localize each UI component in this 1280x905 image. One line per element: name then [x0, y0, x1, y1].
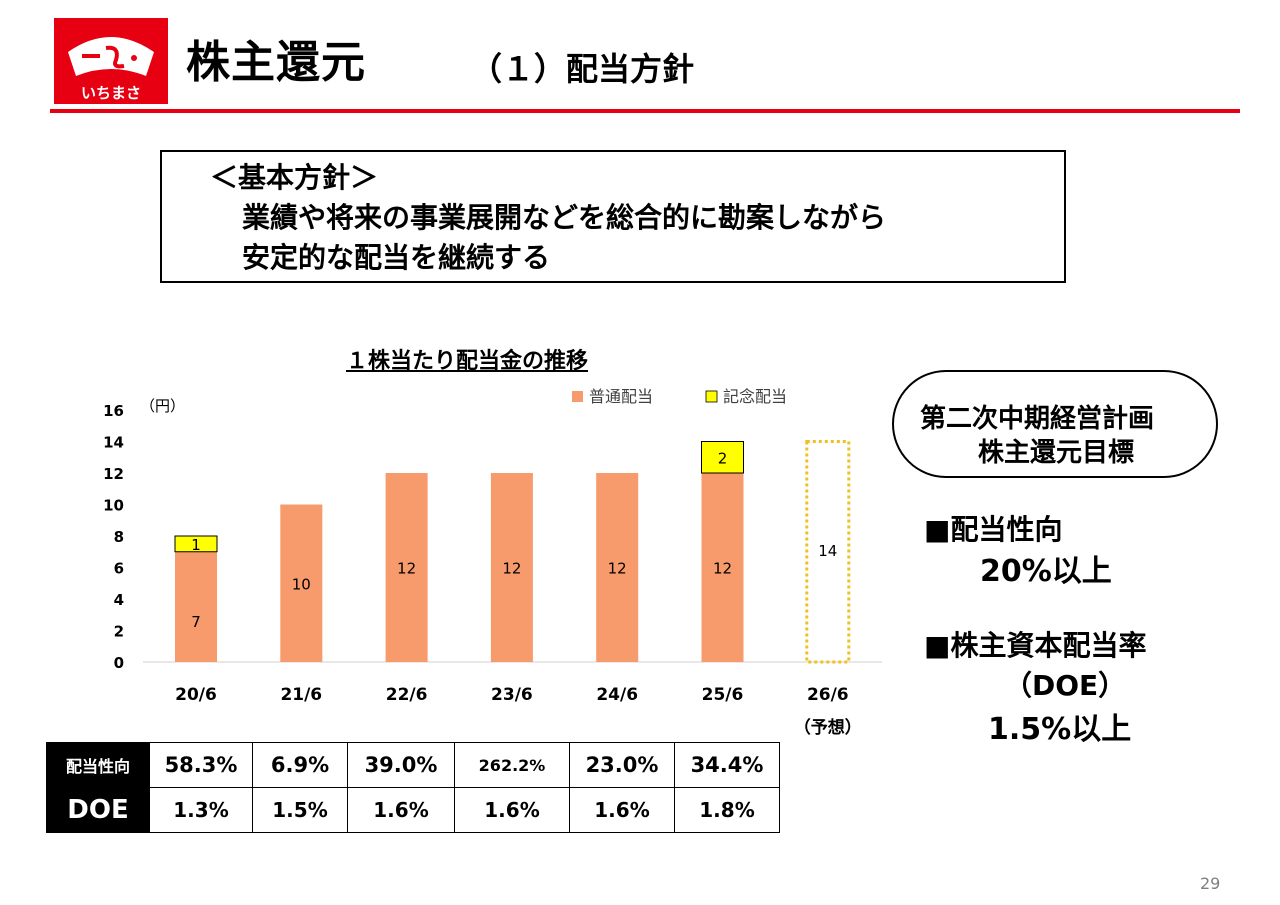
x-tick-sublabel: （予想） — [794, 717, 862, 738]
y-tick-label: 8 — [114, 528, 124, 546]
y-unit-label: （円） — [140, 397, 185, 415]
bar-commemorative-dividend — [701, 441, 744, 474]
bar-regular-dividend — [280, 504, 323, 662]
bar-value-label: 12 — [608, 560, 627, 578]
mid-term-plan-badge: 第二次中期経営計画 株主還元目標 — [892, 370, 1218, 478]
payout-cell: 39.0% — [347, 742, 455, 788]
y-tick-label: 10 — [103, 497, 124, 515]
doe-cell: 1.6% — [454, 787, 570, 833]
legend-label: 記念配当 — [723, 387, 787, 406]
doe-row: DOE 1.3% 1.5% 1.6% 1.6% 1.6% 1.8% — [46, 787, 780, 833]
policy-line-1: 業績や将来の事業展開などを総合的に勘案しながら — [242, 201, 887, 234]
target-doe-label: ■株主資本配当率 — [924, 629, 1147, 662]
x-tick-label: 20/6 — [175, 685, 217, 705]
bar-value-label: 1 — [191, 536, 201, 554]
target-doe-sublabel: （DOE） — [1004, 669, 1127, 702]
bar-value-label: 2 — [718, 449, 728, 467]
payout-cell: 6.9% — [252, 742, 348, 788]
x-tick-label: 26/6 — [807, 685, 849, 705]
x-tick-label: 25/6 — [702, 685, 744, 705]
y-tick-label: 4 — [114, 591, 124, 609]
x-tick-label: 23/6 — [491, 685, 533, 705]
y-tick-label: 0 — [114, 654, 124, 672]
page-title: 株主還元 — [186, 37, 366, 88]
payout-row: 配当性向 58.3% 6.9% 39.0% 262.2% 23.0% 34.4% — [46, 742, 780, 788]
payout-cell: 34.4% — [674, 742, 780, 788]
y-tick-label: 12 — [103, 465, 124, 483]
doe-cell: 1.3% — [149, 787, 253, 833]
target-payout-label: ■配当性向 — [924, 513, 1063, 546]
y-tick-label: 14 — [103, 434, 124, 452]
logo-text: いちまさ — [81, 84, 141, 102]
plan-title-line1: 第二次中期経営計画 — [920, 404, 1155, 434]
doe-cell: 1.6% — [569, 787, 675, 833]
x-tick-label: 22/6 — [386, 685, 428, 705]
bar-regular-dividend — [596, 473, 639, 662]
bar-value-label: 7 — [191, 613, 201, 631]
title-divider — [50, 109, 1240, 113]
chart-title: １株当たり配当金の推移 — [346, 349, 589, 374]
payout-cell: 262.2% — [454, 742, 570, 788]
legend-swatch — [572, 391, 583, 402]
policy-heading: ＜基本方針＞ — [210, 161, 379, 194]
bar-value-label: 12 — [502, 560, 521, 578]
doe-cell: 1.6% — [347, 787, 455, 833]
legend-label: 普通配当 — [589, 387, 653, 406]
policy-line-2: 安定的な配当を継続する — [242, 241, 551, 274]
fan-logo-icon: いちまさ — [68, 37, 154, 102]
company-logo: いちまさ — [54, 18, 168, 104]
target-doe-value: 1.5%以上 — [988, 712, 1132, 747]
bar-regular-dividend — [490, 473, 533, 662]
bar-value-label: 12 — [713, 560, 732, 578]
metrics-table: 配当性向 58.3% 6.9% 39.0% 262.2% 23.0% 34.4%… — [46, 742, 780, 833]
doe-cell: 1.5% — [252, 787, 348, 833]
legend-swatch — [705, 390, 718, 403]
payout-cell: 58.3% — [149, 742, 253, 788]
y-tick-label: 16 — [103, 402, 124, 420]
bar-regular-dividend — [385, 473, 428, 662]
y-tick-label: 2 — [114, 623, 124, 641]
target-payout-value: 20%以上 — [980, 554, 1112, 589]
payout-row-label: 配当性向 — [46, 742, 150, 788]
x-tick-label: 24/6 — [596, 685, 638, 705]
doe-row-label: DOE — [46, 787, 150, 833]
x-tick-label: 21/6 — [280, 685, 322, 705]
payout-cell: 23.0% — [569, 742, 675, 788]
basic-policy-box: ＜基本方針＞ 業績や将来の事業展開などを総合的に勘案しながら 安定的な配当を継続… — [160, 150, 1066, 283]
forecast-value-label: 14 — [818, 542, 837, 560]
bar-value-label: 10 — [292, 575, 311, 593]
bar-forecast-outline — [805, 440, 851, 664]
page-number: 29 — [1200, 874, 1221, 893]
bar-regular-dividend — [701, 473, 744, 662]
bar-value-label: 12 — [397, 560, 416, 578]
bar-commemorative-dividend — [174, 535, 218, 553]
bar-regular-dividend — [175, 551, 217, 662]
page-subtitle: （１）配当方針 — [470, 50, 695, 88]
y-tick-label: 6 — [114, 560, 124, 578]
plan-title-line2: 株主還元目標 — [978, 438, 1135, 468]
doe-cell: 1.8% — [674, 787, 780, 833]
